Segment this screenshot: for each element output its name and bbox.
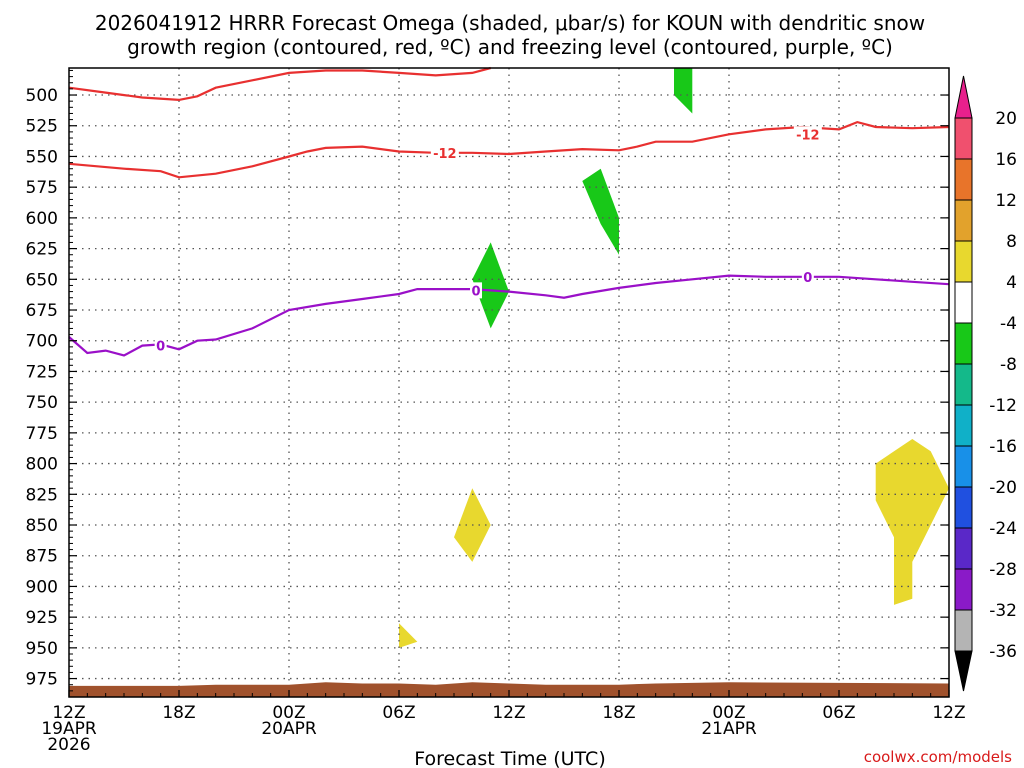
y-tick-label-825: 825 (26, 485, 58, 505)
y-tick-label-775: 775 (26, 424, 58, 444)
omega-shaded-region-0 (69, 617, 124, 667)
x-tick-label-24-0: 12Z (492, 703, 525, 723)
colorbar-segment--20 (954, 486, 973, 529)
x-tick-label-30-0: 18Z (602, 703, 635, 723)
contour-label-red-1-bg (430, 144, 459, 161)
y-tick-label-850: 850 (26, 516, 58, 536)
colorbar: 20 16 12 8 4 -4 -8 -12 -16 -20 -24 -28 -32 -36 (954, 75, 1017, 692)
colorbar-segment-20 (954, 117, 973, 160)
omega-shaded-region-6 (637, 525, 693, 654)
omega-shaded-region-12 (655, 156, 674, 231)
colorbar-segment--12 (954, 404, 973, 447)
x-tick-label-36-1: 21APR (701, 719, 757, 739)
colorbar-segment-4 (954, 281, 973, 324)
colorbar-segment-16 (954, 158, 973, 201)
colorbar-label--12: -12 (989, 396, 1017, 416)
y-tick-label-575: 575 (26, 178, 58, 198)
x-tick-label-0-0: 12Z (52, 703, 85, 723)
y-tick-label-925: 925 (26, 608, 58, 628)
colorbar-top-arrow (954, 75, 973, 119)
x-tick-label-48-0: 12Z (932, 703, 965, 723)
colorbar-label--20: -20 (989, 478, 1017, 498)
colorbar-segment--24 (954, 527, 973, 570)
contour-label-purple-3: 0 (803, 271, 812, 286)
y-tick-label-550: 550 (26, 147, 58, 167)
colorbar-segment--16 (954, 445, 973, 488)
x-tick-label-12-0: 00Z (272, 703, 305, 723)
y-tick-label-525: 525 (26, 117, 58, 137)
colorbar-segment--32 (954, 609, 973, 652)
colorbar-label--28: -28 (989, 560, 1017, 580)
colorbar-bottom-arrow (954, 650, 973, 692)
omega-shaded-region-9 (802, 328, 949, 654)
y-tick-label-500: 500 (26, 86, 58, 106)
x-tick-label-6-0: 18Z (162, 703, 195, 723)
colorbar-label--32: -32 (989, 601, 1017, 621)
y-tick-label-975: 975 (26, 670, 58, 690)
colorbar-segment--8 (954, 363, 973, 406)
omega-shaded-region-7 (692, 439, 711, 501)
colorbar-label--4: -4 (1000, 314, 1017, 334)
y-tick-label-900: 900 (26, 577, 58, 597)
y-tick-label-600: 600 (26, 209, 58, 229)
y-tick-label-700: 700 (26, 332, 58, 352)
y-tick-label-725: 725 (26, 362, 58, 382)
contour-label-purple-2: 0 (471, 284, 480, 299)
y-tick-label-950: 950 (26, 639, 58, 659)
y-tick-label-675: 675 (26, 301, 58, 321)
x-tick-label-12-1: 20APR (261, 719, 317, 739)
x-tick-label-18-0: 06Z (382, 703, 415, 723)
colorbar-label-16: 16 (995, 150, 1017, 170)
colorbar-segment--4 (954, 322, 973, 365)
colorbar-label-20: 20 (995, 109, 1017, 129)
chart-title-line-1: 2026041912 HRRR Forecast Omega (shaded, … (95, 11, 925, 35)
omega-shaded-region-19 (674, 68, 693, 114)
contour-label-purple-3-bg (801, 268, 814, 285)
omega-shaded-region-1 (124, 441, 473, 667)
omega-shaded-region-16 (875, 439, 949, 605)
colorbar-segment-8 (954, 240, 973, 283)
colorbar-segment-12 (954, 199, 973, 242)
contour-line-red-upper (68, 66, 491, 102)
plot-area: -12 -12 0 0 0 500 525 550 575 600 625 650 675 700 725 7… (26, 66, 966, 755)
contour-label-purple-2-bg (470, 282, 482, 299)
colorbar-label-4: 4 (1006, 273, 1017, 293)
omega-shaded-region-17 (472, 242, 509, 329)
omega-shaded-region-5 (545, 506, 638, 654)
contour-label-red-1: -12 (433, 147, 457, 162)
contour-label-purple-1: 0 (156, 340, 165, 355)
colorbar-label--16: -16 (989, 437, 1017, 457)
omega-shaded-region-15 (399, 623, 418, 648)
colorbar-label--24: -24 (989, 519, 1017, 539)
contour-label-purple-1-bg (154, 337, 167, 354)
omega-shaded-region-18 (582, 168, 619, 255)
x-axis-label: Forecast Time (UTC) (414, 748, 605, 768)
colorbar-segment--28 (954, 568, 973, 611)
credit-text: coolwx.com/models (864, 748, 1012, 766)
colorbar-label-12: 12 (995, 191, 1017, 211)
y-tick-label-750: 750 (26, 393, 58, 413)
chart-title-line-2: growth region (contoured, red, ºC) and f… (127, 35, 893, 59)
contour-label-red-2-bg (793, 126, 822, 143)
omega-shaded-region-10 (325, 68, 344, 145)
y-tick-label-800: 800 (26, 455, 58, 475)
x-tick-label-36-0: 00Z (712, 703, 745, 723)
contour-label-red-2: -12 (796, 128, 820, 143)
colorbar-label--36: -36 (989, 642, 1017, 662)
x-tick-label-42-0: 06Z (822, 703, 855, 723)
colorbar-label--8: -8 (1000, 355, 1017, 375)
omega-shaded-region-8 (729, 518, 821, 661)
colorbar-label-8: 8 (1006, 232, 1017, 252)
y-tick-label-625: 625 (26, 240, 58, 260)
y-tick-label-875: 875 (26, 547, 58, 567)
y-tick-label-650: 650 (26, 270, 58, 290)
x-tick-label-0-2: 2026 (47, 735, 90, 755)
x-tick-label-0-1: 19APR (41, 719, 97, 739)
